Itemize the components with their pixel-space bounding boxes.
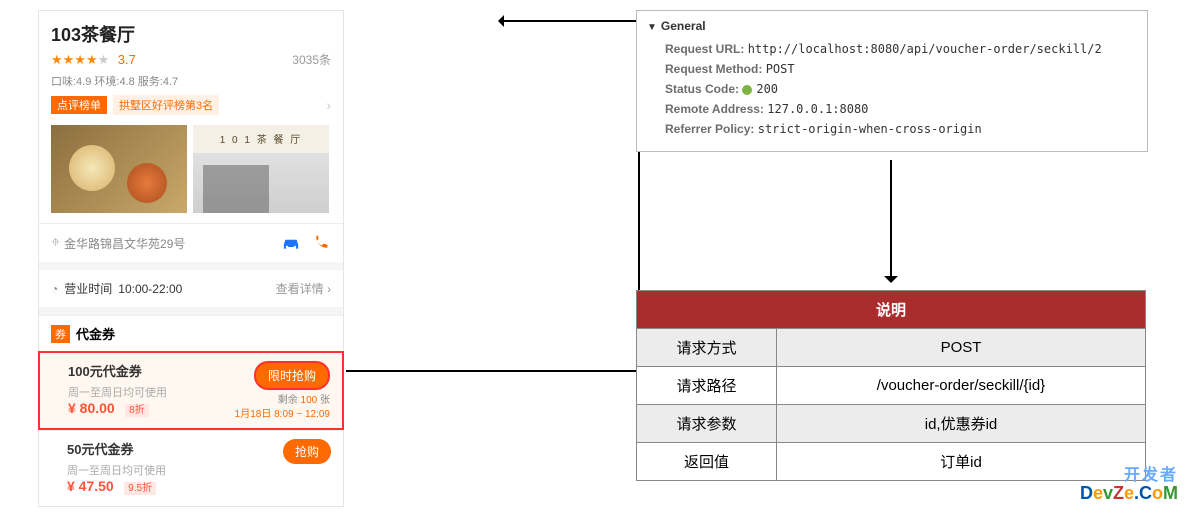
spec-key: 请求路径	[637, 367, 777, 405]
flash-buy-button[interactable]: 限时抢购	[254, 361, 330, 390]
mobile-app-card: 103茶餐厅 ★★★★★ 3.7 3035条 口味:4.9 环境:4.8 服务:…	[38, 10, 344, 507]
table-row: 请求方式POST	[637, 329, 1146, 367]
address-text: 金华路锦昌文华苑29号	[64, 235, 185, 252]
coupon-header-text: 代金券	[76, 324, 115, 343]
request-method-row: Request Method: POST	[647, 59, 1137, 79]
coupon-icon: 券	[51, 325, 70, 343]
status-code-row: Status Code: 200	[647, 79, 1137, 99]
coupon-stock: 剩余 100 张	[278, 391, 330, 406]
coupon-price: ¥ 47.50	[67, 478, 114, 494]
hours-label: 营业时间	[64, 280, 112, 297]
coupon-price: ¥ 80.00	[68, 400, 115, 416]
car-icon[interactable]	[281, 235, 301, 251]
spec-val: /voucher-order/seckill/{id}	[777, 367, 1146, 405]
spec-key: 返回值	[637, 443, 777, 481]
sub-ratings: 口味:4.9 环境:4.8 服务:4.7	[51, 73, 331, 89]
rank-text: 拱墅区好评榜第3名	[113, 95, 219, 115]
spec-header: 说明	[637, 291, 1146, 329]
coupon-item[interactable]: 50元代金券 周一至周日均可使用 ¥ 47.50 9.5折 抢购	[39, 430, 343, 506]
remote-address-row: Remote Address: 127.0.0.1:8080	[647, 99, 1137, 119]
watermark-cn: 开发者	[1080, 468, 1178, 484]
shop-sign-text: 1 0 1 茶 餐 厅	[220, 131, 303, 146]
view-details-link[interactable]: 查看详情 ›	[276, 280, 331, 297]
status-dot-icon	[742, 85, 752, 95]
coupon-sub: 周一至周日均可使用	[67, 462, 327, 478]
table-row: 请求参数id,优惠券id	[637, 405, 1146, 443]
review-count[interactable]: 3035条	[292, 51, 331, 68]
coupon-section: 券 代金券 100元代金券 周一至周日均可使用 ¥ 80.00 8折 限时抢购 …	[39, 315, 343, 506]
devtools-section-general[interactable]: ▼General	[647, 19, 1137, 33]
api-spec-table: 说明 请求方式POST 请求路径/voucher-order/seckill/{…	[636, 290, 1146, 481]
referrer-policy-row: Referrer Policy: strict-origin-when-cros…	[647, 119, 1137, 139]
coupon-discount: 8折	[125, 404, 149, 417]
flow-arrow	[500, 20, 640, 22]
caret-down-icon: ▼	[647, 22, 657, 33]
coupon-timerange: 1月18日 8:09 ~ 12:09	[235, 405, 330, 420]
spec-val: id,优惠券id	[777, 405, 1146, 443]
star-icons: ★★★★★	[51, 52, 109, 68]
photo-row: 1 0 1 茶 餐 厅	[39, 121, 343, 223]
clock-icon: ◔	[51, 282, 58, 296]
coupon-item-flash[interactable]: 100元代金券 周一至周日均可使用 ¥ 80.00 8折 限时抢购 剩余 100…	[38, 351, 344, 430]
coupon-header: 券 代金券	[39, 316, 343, 351]
spec-key: 请求方式	[637, 329, 777, 367]
section-divider	[39, 307, 343, 315]
storefront-photo[interactable]: 1 0 1 茶 餐 厅	[193, 125, 329, 213]
table-row: 返回值订单id	[637, 443, 1146, 481]
hours-time: 10:00-22:00	[118, 282, 182, 296]
flow-arrow	[346, 370, 640, 372]
devtools-headers-panel: ▼General Request URL: http://localhost:8…	[636, 10, 1148, 152]
pin-icon: ⌖	[51, 234, 60, 252]
phone-icon[interactable]	[311, 235, 331, 251]
rank-badge: 点评榜单	[51, 96, 107, 114]
coupon-price-row: ¥ 47.50 9.5折	[67, 478, 327, 496]
restaurant-header: 103茶餐厅 ★★★★★ 3.7 3035条 口味:4.9 环境:4.8 服务:…	[39, 11, 343, 121]
spec-key: 请求参数	[637, 405, 777, 443]
address-row[interactable]: ⌖ 金华路锦昌文华苑29号	[39, 223, 343, 262]
coupon-discount: 9.5折	[124, 482, 156, 495]
watermark: 开发者 DevZe.CoM	[1080, 468, 1178, 502]
request-url-row: Request URL: http://localhost:8080/api/v…	[647, 39, 1137, 59]
section-divider	[39, 262, 343, 270]
rank-row[interactable]: 点评榜单 拱墅区好评榜第3名 ›	[51, 95, 331, 115]
arrow-head-icon	[884, 276, 898, 290]
rating-value: 3.7	[118, 52, 136, 67]
rating-row: ★★★★★ 3.7 3035条	[51, 51, 331, 69]
watermark-en: DevZe.CoM	[1080, 484, 1178, 502]
food-photo[interactable]	[51, 125, 187, 213]
buy-button[interactable]: 抢购	[283, 439, 331, 464]
arrow-head-icon	[492, 15, 504, 27]
restaurant-title: 103茶餐厅	[51, 21, 331, 47]
spec-val: POST	[777, 329, 1146, 367]
table-row: 请求路径/voucher-order/seckill/{id}	[637, 367, 1146, 405]
flow-arrow	[890, 160, 892, 278]
hours-row[interactable]: ◔ 营业时间 10:00-22:00 查看详情 ›	[39, 270, 343, 307]
chevron-right-icon: ›	[326, 97, 331, 113]
